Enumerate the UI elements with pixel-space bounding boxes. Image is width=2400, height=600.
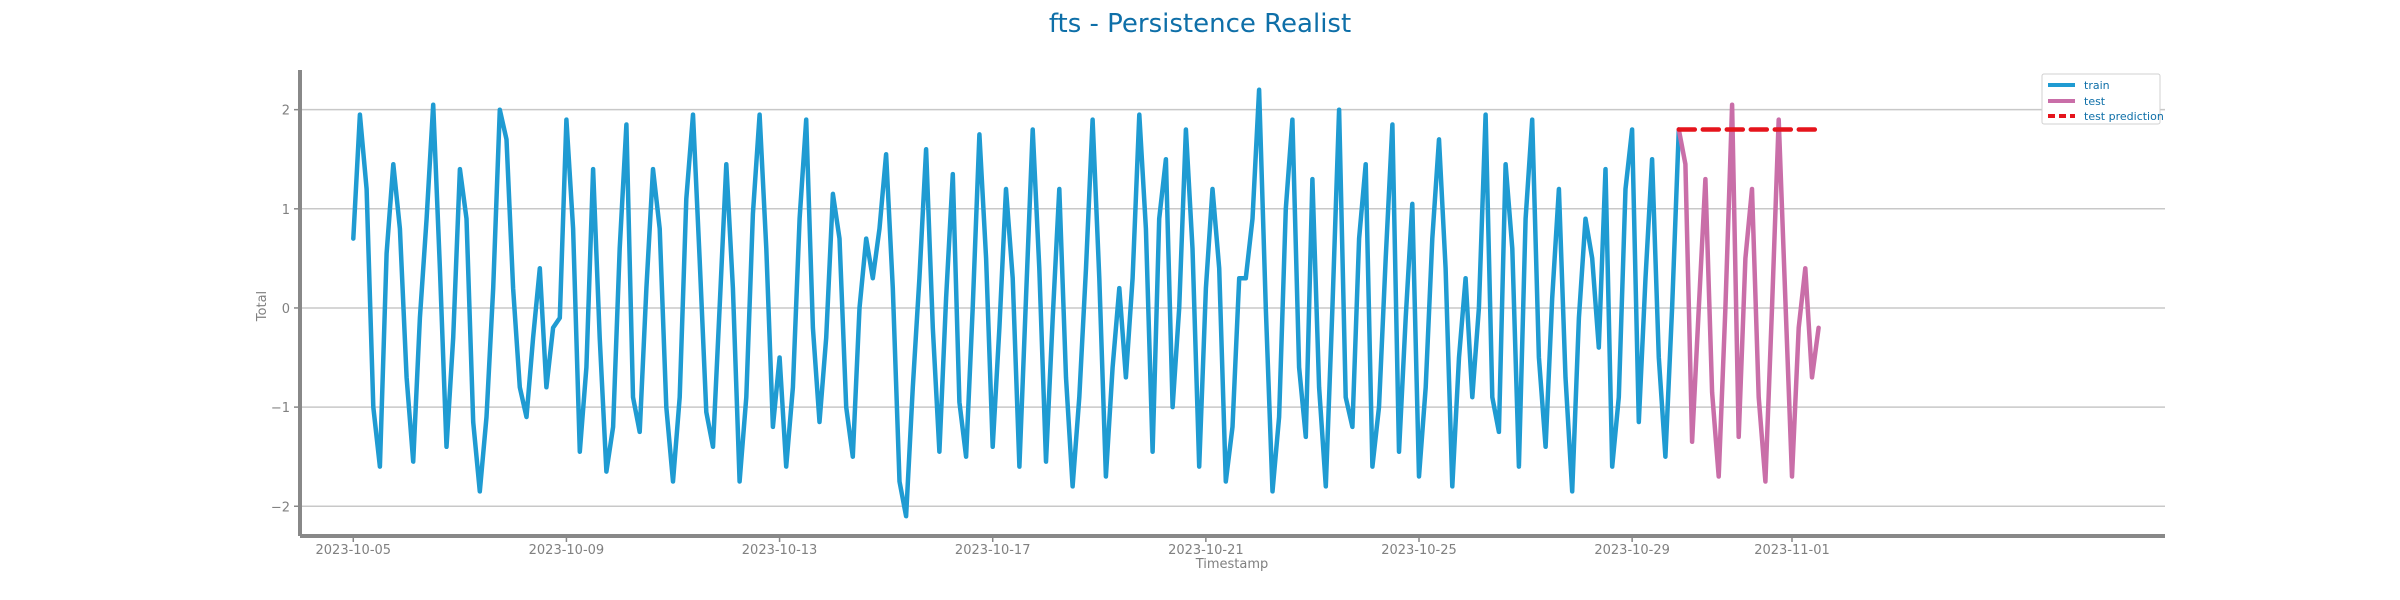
series-line-test bbox=[1676, 102, 1821, 484]
y-tick-label-4: 2 bbox=[282, 104, 290, 119]
x-tick-label-4: 2023-10-21 bbox=[1168, 543, 1244, 558]
y-tick-label-1: −1 bbox=[271, 401, 290, 416]
x-tick-label-0: 2023-10-05 bbox=[316, 543, 392, 558]
y-axis-label: Total bbox=[255, 291, 270, 322]
legend-label-prediction: test prediction bbox=[2084, 110, 2164, 123]
x-tick-label-7: 2023-11-01 bbox=[1754, 543, 1830, 558]
grid-lines bbox=[300, 108, 2165, 508]
legend-label-train: train bbox=[2084, 79, 2110, 92]
series-line-train bbox=[351, 87, 1682, 519]
y-tick-label-0: −2 bbox=[271, 500, 290, 515]
x-tick-label-1: 2023-10-09 bbox=[529, 543, 605, 558]
y-tick-label-3: 1 bbox=[282, 203, 290, 218]
chart-title: fts - Persistence Realist bbox=[1049, 9, 1351, 39]
x-tick-label-3: 2023-10-17 bbox=[955, 543, 1031, 558]
x-tick-label-5: 2023-10-25 bbox=[1381, 543, 1457, 558]
x-tick-labels: 2023-10-05 2023-10-09 2023-10-13 2023-10-17… bbox=[316, 536, 1830, 558]
x-tick-label-2: 2023-10-13 bbox=[742, 543, 818, 558]
legend-label-test: test bbox=[2084, 95, 2106, 108]
x-axis-label: Timestamp bbox=[1195, 557, 1269, 572]
y-tick-label-2: 0 bbox=[282, 302, 290, 317]
series-layer bbox=[351, 87, 1821, 519]
legend: train test test prediction bbox=[2041, 73, 2164, 125]
y-tick-labels: −2 −1 0 1 2 bbox=[271, 104, 300, 515]
x-tick-label-6: 2023-10-29 bbox=[1594, 543, 1670, 558]
